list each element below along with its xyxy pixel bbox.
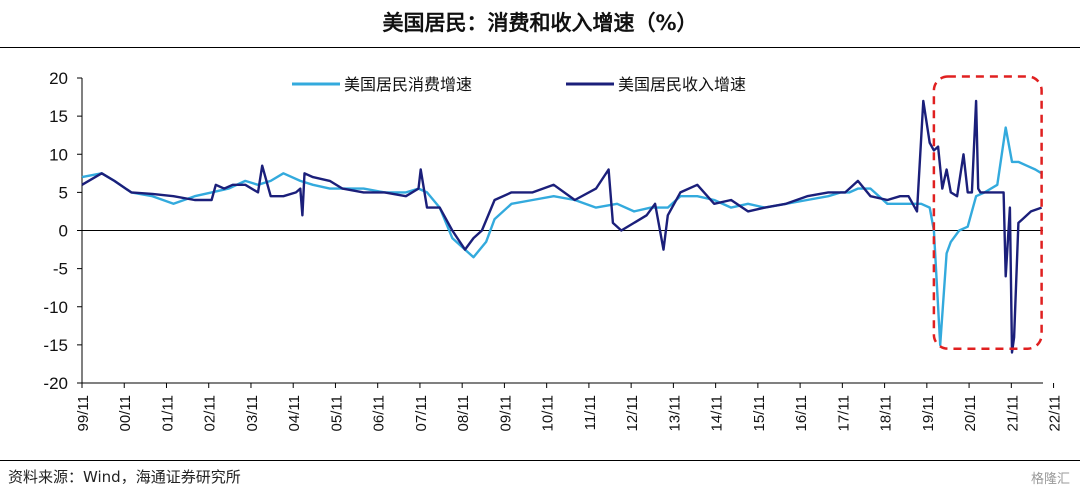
x-tick-label: 17/11 bbox=[835, 395, 852, 431]
x-tick-label: 09/11 bbox=[497, 395, 514, 431]
series-line-consumption bbox=[81, 126, 1043, 347]
highlight-box bbox=[932, 75, 1043, 350]
x-tick-label: 03/11 bbox=[244, 395, 261, 431]
x-tick-label: 05/11 bbox=[328, 395, 345, 431]
title-divider bbox=[0, 47, 1080, 48]
x-tick-label: 08/11 bbox=[455, 395, 472, 431]
chart-title: 美国居民：消费和收入增速（%） bbox=[382, 11, 698, 35]
x-tick-label: 11/11 bbox=[582, 395, 599, 430]
y-tick-label: 20 bbox=[49, 69, 68, 88]
y-tick-label: -5 bbox=[53, 260, 68, 279]
x-tick-label: 99/11 bbox=[75, 395, 92, 431]
x-tick-label: 16/11 bbox=[793, 395, 810, 431]
watermark-logo: 格隆汇 bbox=[1030, 472, 1070, 487]
source-note: 资料来源：Wind，海通证券研究所 bbox=[8, 468, 241, 486]
x-tick-label: 15/11 bbox=[751, 395, 768, 431]
x-tick-label: 21/11 bbox=[1004, 395, 1021, 431]
x-tick-label: 20/11 bbox=[962, 395, 979, 431]
x-tick-label: 13/11 bbox=[666, 395, 683, 431]
y-axis: 20 15 10 5 0 -5 -10 -15 -20 bbox=[43, 69, 83, 393]
series-line-income bbox=[81, 99, 1043, 354]
legend: 美国居民消费增速 美国居民收入增速 bbox=[292, 75, 746, 94]
highlight-dashed-box bbox=[932, 75, 1043, 350]
x-tick-label: 19/11 bbox=[920, 395, 937, 431]
x-tick-label: 06/11 bbox=[371, 395, 388, 431]
x-tick-label: 02/11 bbox=[202, 395, 219, 431]
y-tick-label: 0 bbox=[59, 222, 68, 241]
x-tick-label: 01/11 bbox=[159, 395, 176, 431]
x-tick-label: 12/11 bbox=[624, 395, 641, 431]
y-tick-label: -10 bbox=[43, 298, 68, 317]
y-tick-label: 15 bbox=[49, 107, 68, 126]
chart-area: 20 15 10 5 0 -5 -10 -15 -20 99/11 00/11 01/11 02/11… bbox=[43, 69, 1064, 431]
x-tick-label: 00/11 bbox=[117, 395, 134, 431]
x-tick-label: 14/11 bbox=[709, 395, 726, 431]
y-tick-label: -20 bbox=[43, 374, 68, 393]
legend-label-consumption: 美国居民消费增速 bbox=[344, 75, 472, 94]
x-tick-label: 18/11 bbox=[878, 395, 895, 431]
y-tick-label: 5 bbox=[59, 183, 68, 202]
x-tick-label: 07/11 bbox=[413, 395, 430, 431]
footer-divider bbox=[0, 460, 1080, 461]
x-axis: 99/11 00/11 01/11 02/11 03/11 04/11 05/11 06/11… bbox=[75, 382, 1064, 431]
legend-label-income: 美国居民收入增速 bbox=[618, 75, 746, 94]
x-tick-label: 04/11 bbox=[286, 395, 303, 431]
y-tick-label: -15 bbox=[43, 336, 68, 355]
y-tick-label: 10 bbox=[49, 145, 68, 164]
x-tick-label: 10/11 bbox=[540, 395, 557, 431]
x-tick-label: 22/11 bbox=[1047, 395, 1064, 431]
series-lines bbox=[81, 99, 1043, 354]
